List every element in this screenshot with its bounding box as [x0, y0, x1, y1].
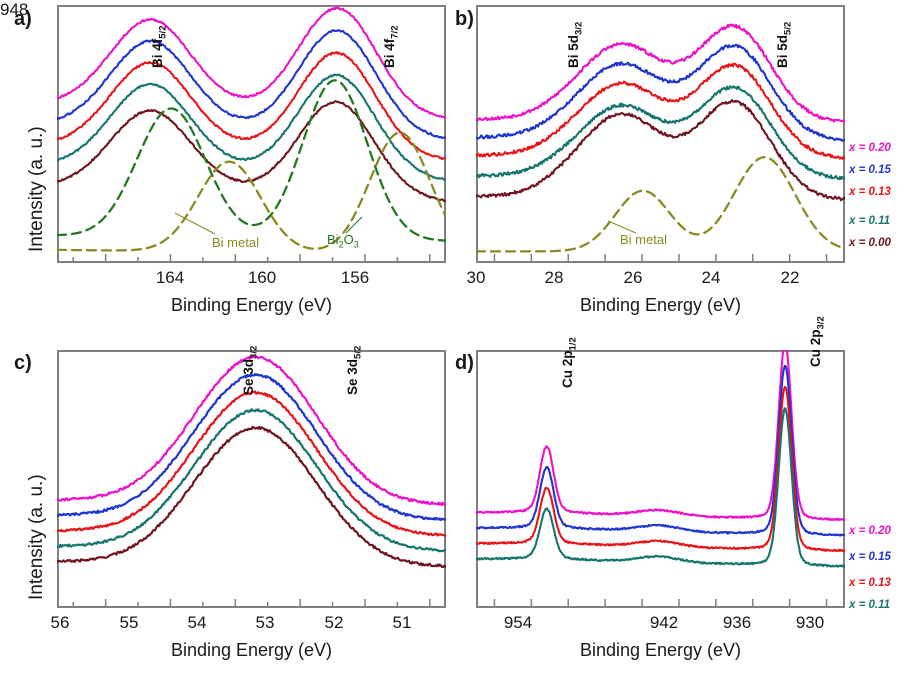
panel-d-legend-1: x = 0.15 [849, 551, 891, 563]
panel-a-tick-1: 160 [247, 268, 277, 287]
spectrum-curve [57, 355, 446, 507]
panel-a-tick-0: 164 [155, 268, 185, 287]
panel-d-xlabel: Binding Energy (eV) [579, 640, 742, 660]
panel-b-peak-label-2: Bi 5d5/2 [775, 21, 794, 68]
panel-d-legend-0: x = 0.20 [849, 525, 891, 537]
spectrum-curve [476, 364, 845, 537]
panel-b-plot [476, 5, 845, 263]
panel-d-svg [476, 350, 845, 608]
spectrum-curve [476, 156, 845, 253]
spectrum-curve [476, 99, 845, 202]
panel-d-tick-1: 948 [0, 0, 29, 19]
panel-b-tick-2: 26 [623, 268, 643, 287]
panel-c-tick-1: 55 [119, 613, 139, 632]
panel-b-tick-3: 24 [701, 268, 721, 287]
panel-c-xlabel: Binding Energy (eV) [170, 640, 333, 660]
panel-a-peak-label-1: Bi 4f5/2 [150, 25, 169, 68]
panel-b-tick-1: 28 [544, 268, 564, 287]
panel-c-tick-2: 54 [187, 613, 207, 632]
plot-frame [476, 5, 845, 263]
panel-a-peak-label-2: Bi 4f7/2 [382, 25, 401, 68]
panel-a-letter: a) [14, 8, 32, 30]
spectrum-curve [57, 390, 446, 537]
panel-d-legend-2: x = 0.13 [849, 577, 891, 589]
panel-b-annot-bi-metal: Bi metal [620, 232, 667, 247]
panel-a-annot-bi-metal: Bi metal [212, 235, 259, 250]
panel-b-svg [476, 5, 845, 263]
panel-d-legend-3: x = 0.11 [849, 599, 891, 611]
panel-c-ylabel: Intensity (a. u.) [26, 474, 47, 600]
panel-b-xlabel: Binding Energy (eV) [579, 295, 742, 315]
annotation-leader [174, 212, 216, 235]
plot-frame [57, 5, 446, 263]
panel-d-plot [476, 350, 845, 608]
spectrum-curve [57, 73, 446, 182]
panel-c-peak-label-2: Se 3d5/2 [345, 345, 364, 395]
spectrum-curve [57, 425, 446, 569]
panel-d-tick-2: 942 [649, 613, 679, 632]
spectrum-curve [57, 79, 446, 242]
panel-b-legend-1: x = 0.15 [849, 164, 891, 176]
spectrum-curve [57, 51, 446, 161]
panel-a-ylabel: Intensity (a. u.) [26, 126, 47, 252]
panel-c-letter: c) [14, 352, 32, 374]
panel-b-legend-4: x = 0.00 [849, 237, 891, 249]
panel-a-svg [57, 5, 446, 263]
panel-b-legend-2: x = 0.13 [849, 186, 891, 198]
spectrum-curve [476, 23, 845, 124]
panel-d-peak-label-1: Cu 2p1/2 [560, 337, 579, 388]
panel-d-tick-4: 930 [795, 613, 825, 632]
panel-b-letter: b) [455, 8, 474, 30]
spectrum-curve [476, 386, 845, 553]
annotation-leader [607, 220, 637, 234]
panel-d-peak-label-2: Cu 2p3/2 [808, 316, 827, 367]
spectrum-curve [57, 408, 446, 553]
spectrum-curve [476, 43, 845, 142]
spectrum-curve [57, 373, 446, 522]
spectrum-curve [476, 350, 845, 522]
panel-d-tick-0: 954 [503, 613, 533, 632]
spectrum-curve [57, 6, 446, 119]
panel-c-peak-label-1: Se 3d3/2 [241, 345, 260, 395]
panel-b-tick-4: 22 [780, 268, 800, 287]
panel-c-tick-3: 53 [255, 613, 275, 632]
panel-b-peak-label-1: Bi 5d3/2 [566, 21, 585, 68]
panel-c-tick-5: 51 [392, 613, 412, 632]
spectrum-curve [57, 29, 446, 140]
panel-c-plot [57, 350, 446, 608]
panel-c-svg [57, 350, 446, 608]
panel-a-xlabel: Binding Energy (eV) [170, 295, 333, 315]
panel-d-tick-3: 936 [722, 613, 752, 632]
annotation-leader [345, 216, 363, 234]
panel-c-tick-0: 56 [50, 613, 70, 632]
panel-b-legend-0: x = 0.20 [849, 142, 891, 154]
panel-c-tick-4: 52 [324, 613, 344, 632]
panel-b-legend-3: x = 0.11 [849, 215, 891, 227]
spectrum-curve [476, 62, 845, 161]
spectrum-curve [57, 131, 446, 252]
panel-a-plot [57, 5, 446, 263]
spectrum-curve [476, 407, 845, 568]
panel-a-annot-bi2o3: Bi2O3 [327, 232, 359, 250]
panel-b-tick-0: 30 [466, 268, 486, 287]
panel-a-tick-2: 156 [340, 268, 370, 287]
spectrum-curve [476, 85, 845, 181]
panel-d-letter: d) [455, 352, 474, 374]
